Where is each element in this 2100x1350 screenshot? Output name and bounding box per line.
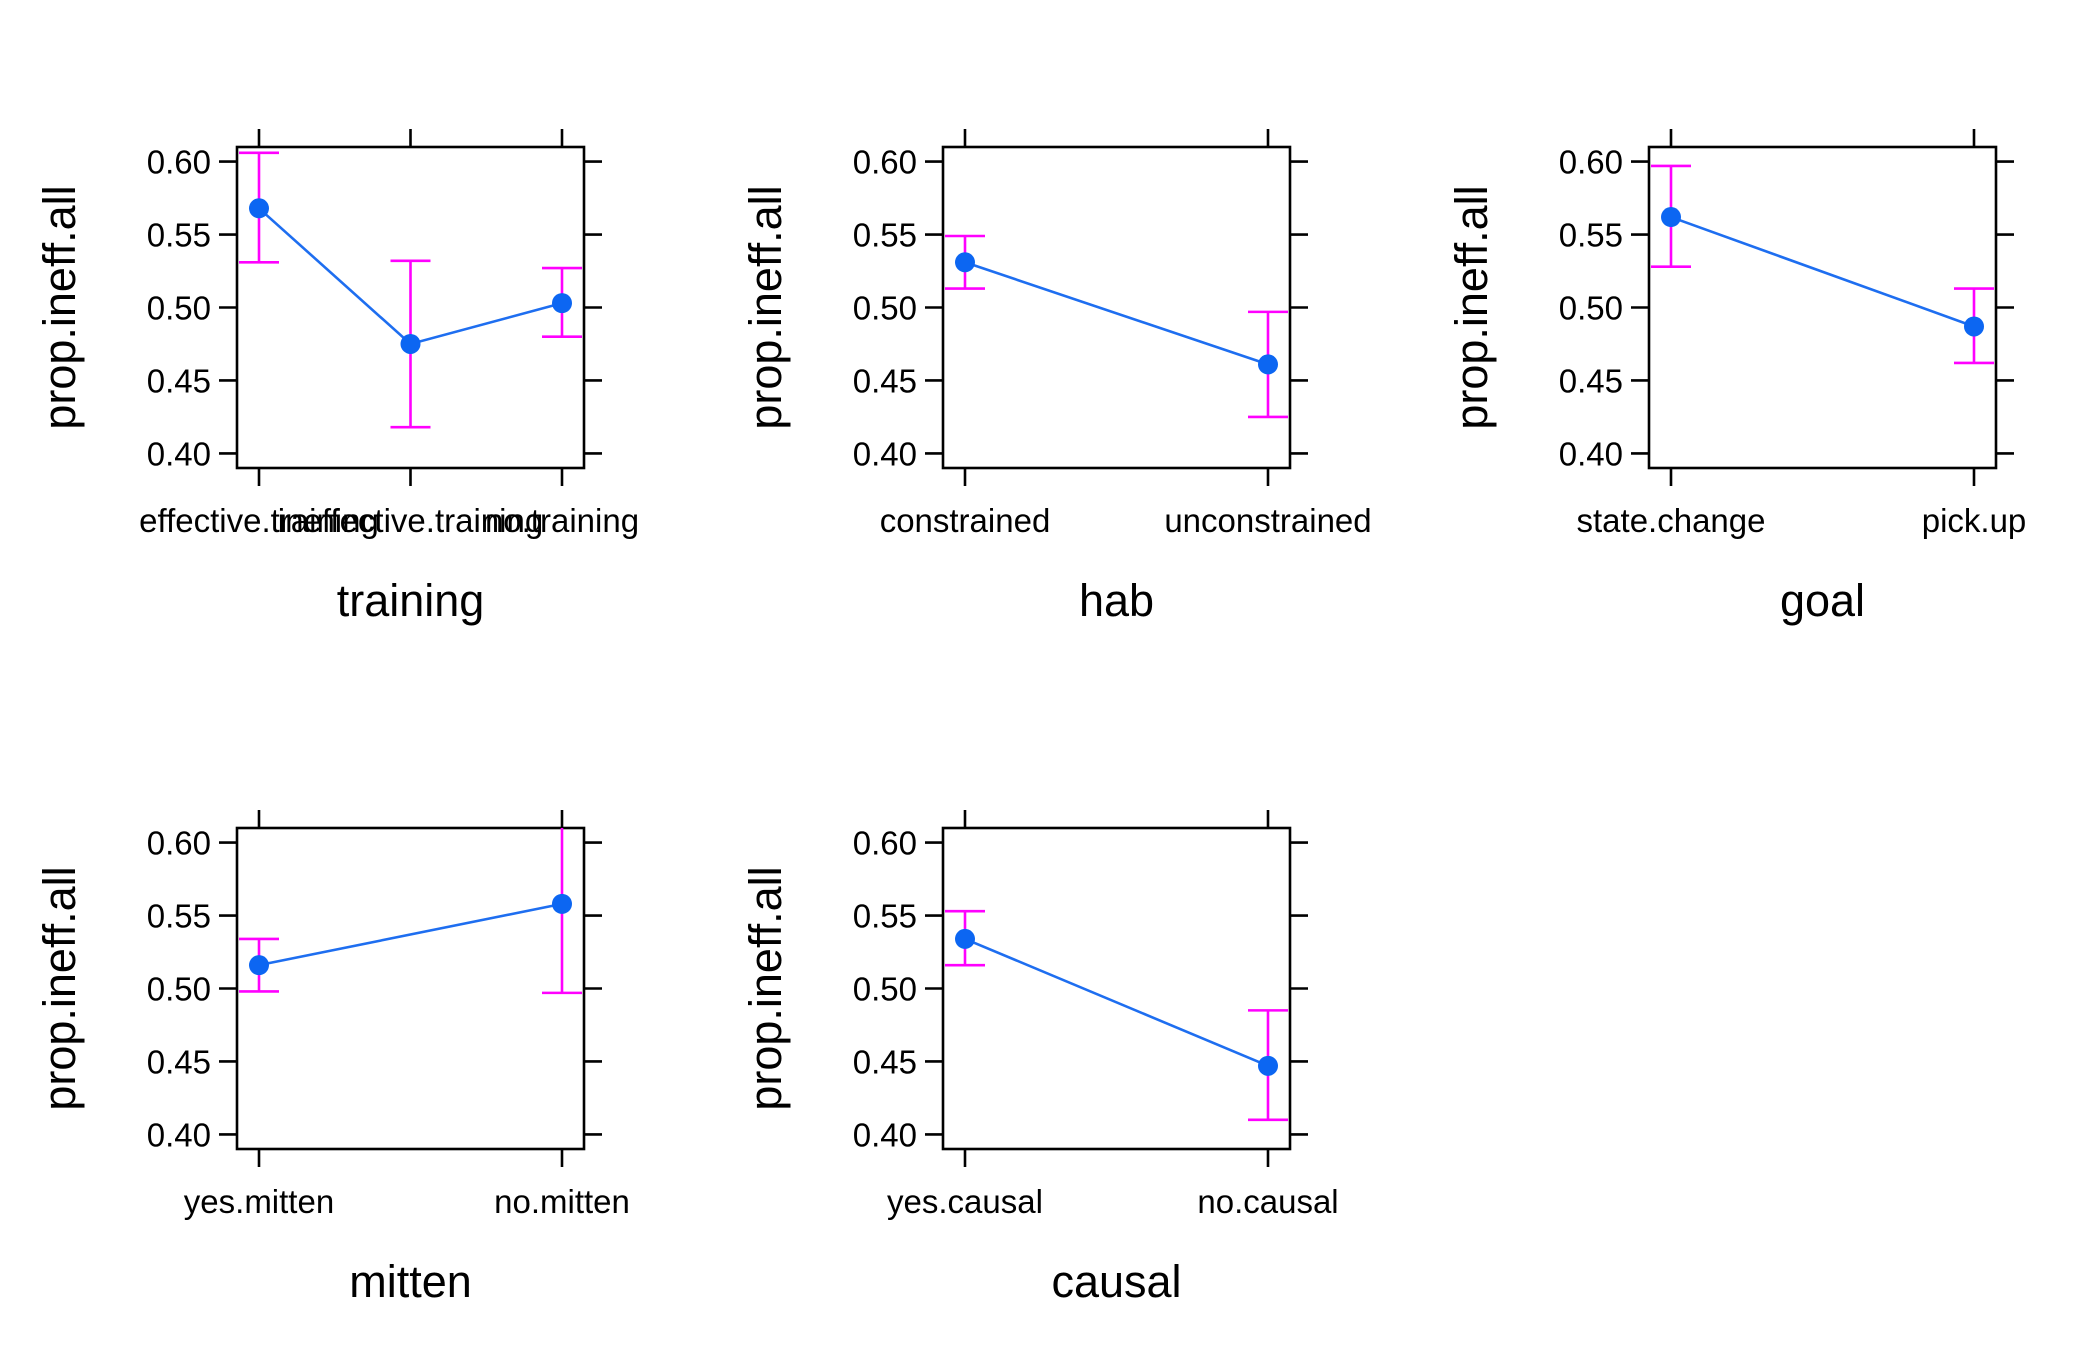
- y-axis-title: prop.ineff.all: [740, 185, 791, 429]
- x-tick-label: unconstrained: [1164, 502, 1371, 539]
- plot-area: [945, 234, 1288, 419]
- y-tick-label: 0.55: [853, 217, 917, 254]
- effect-line: [1670, 215, 1975, 328]
- effect-line: [964, 261, 1269, 366]
- y-tick-label: 0.50: [853, 290, 917, 327]
- y-tick-label: 0.50: [147, 971, 211, 1008]
- x-tick-label: no.training: [485, 502, 639, 539]
- x-tick-label: constrained: [880, 502, 1051, 539]
- x-axis-title: goal: [1780, 575, 1865, 626]
- x-tick-label: yes.causal: [887, 1183, 1043, 1220]
- data-point: [552, 293, 572, 314]
- y-tick-label: 0.55: [147, 898, 211, 935]
- data-point: [1964, 316, 1984, 337]
- panel-frame: [941, 145, 1292, 470]
- plot-area: [1651, 164, 1994, 365]
- x-tick-label: no.causal: [1197, 1183, 1338, 1220]
- y-tick-label: 0.55: [147, 217, 211, 254]
- y-tick-label: 0.45: [147, 1043, 211, 1080]
- effect-panel-hab: 0.40 0.45 0.50 0.55 0.60 constrained unconstra…: [740, 129, 1372, 626]
- y-tick-label: 0.60: [1559, 144, 1623, 181]
- effect-line: [964, 937, 1269, 1068]
- plot-area: [239, 828, 582, 995]
- y-tick-label: 0.40: [1559, 435, 1623, 472]
- y-tick-label: 0.50: [147, 290, 211, 327]
- y-axis-title: prop.ineff.all: [34, 866, 85, 1110]
- data-point: [1661, 207, 1681, 228]
- x-tick-label: yes.mitten: [184, 1183, 334, 1220]
- x-tick-label: pick.up: [1922, 502, 2027, 539]
- plot-area: [239, 151, 582, 429]
- y-tick-label: 0.45: [1559, 362, 1623, 399]
- panel-frame: [235, 826, 586, 1151]
- data-point: [1258, 1055, 1278, 1076]
- data-point: [955, 928, 975, 949]
- effect-line: [258, 902, 563, 967]
- y-axis-title: prop.ineff.all: [34, 185, 85, 429]
- x-axis-title: causal: [1051, 1256, 1181, 1307]
- x-tick-label: no.mitten: [494, 1183, 630, 1220]
- data-point: [552, 893, 572, 914]
- y-tick-label: 0.55: [853, 898, 917, 935]
- x-tick-label: effective.training: [139, 502, 379, 539]
- x-tick-label: state.change: [1577, 502, 1766, 539]
- plot-area: [945, 909, 1288, 1122]
- y-tick-label: 0.60: [853, 144, 917, 181]
- data-point: [249, 955, 269, 976]
- effect-panel-training: 0.40 0.45 0.50 0.55 0.60 effective.trainingin…: [34, 129, 639, 626]
- data-point: [400, 333, 421, 354]
- panel-frame: [941, 826, 1292, 1151]
- y-tick-label: 0.45: [147, 362, 211, 399]
- y-tick-label: 0.45: [853, 362, 917, 399]
- data-point: [1258, 354, 1278, 375]
- y-axis-title: prop.ineff.all: [740, 866, 791, 1110]
- y-tick-label: 0.60: [853, 825, 917, 862]
- y-tick-label: 0.60: [147, 144, 211, 181]
- data-point: [249, 198, 269, 219]
- y-axis-title: prop.ineff.all: [1446, 185, 1497, 429]
- y-tick-label: 0.60: [147, 825, 211, 862]
- panel-frame: [1647, 145, 1998, 470]
- y-tick-label: 0.40: [147, 1116, 211, 1153]
- x-axis-title: training: [337, 575, 485, 626]
- x-axis-title: hab: [1079, 575, 1154, 626]
- x-axis-title: mitten: [349, 1256, 472, 1307]
- x-tick-label: ineffective.training: [278, 502, 543, 539]
- y-tick-label: 0.55: [1559, 217, 1623, 254]
- y-tick-label: 0.40: [147, 435, 211, 472]
- effect-panel-mitten: 0.40 0.45 0.50 0.55 0.60 yes.mitten no.mitten m…: [34, 810, 630, 1307]
- effect-panel-causal: 0.40 0.45 0.50 0.55 0.60 yes.causal no.causal c…: [740, 810, 1339, 1307]
- effect-panel-goal: 0.40 0.45 0.50 0.55 0.60 state.change pick.up g…: [1446, 129, 2026, 626]
- y-tick-label: 0.40: [853, 435, 917, 472]
- data-point: [955, 252, 975, 273]
- y-tick-label: 0.45: [853, 1043, 917, 1080]
- y-tick-label: 0.50: [1559, 290, 1623, 327]
- y-tick-label: 0.40: [853, 1116, 917, 1153]
- y-tick-label: 0.50: [853, 971, 917, 1008]
